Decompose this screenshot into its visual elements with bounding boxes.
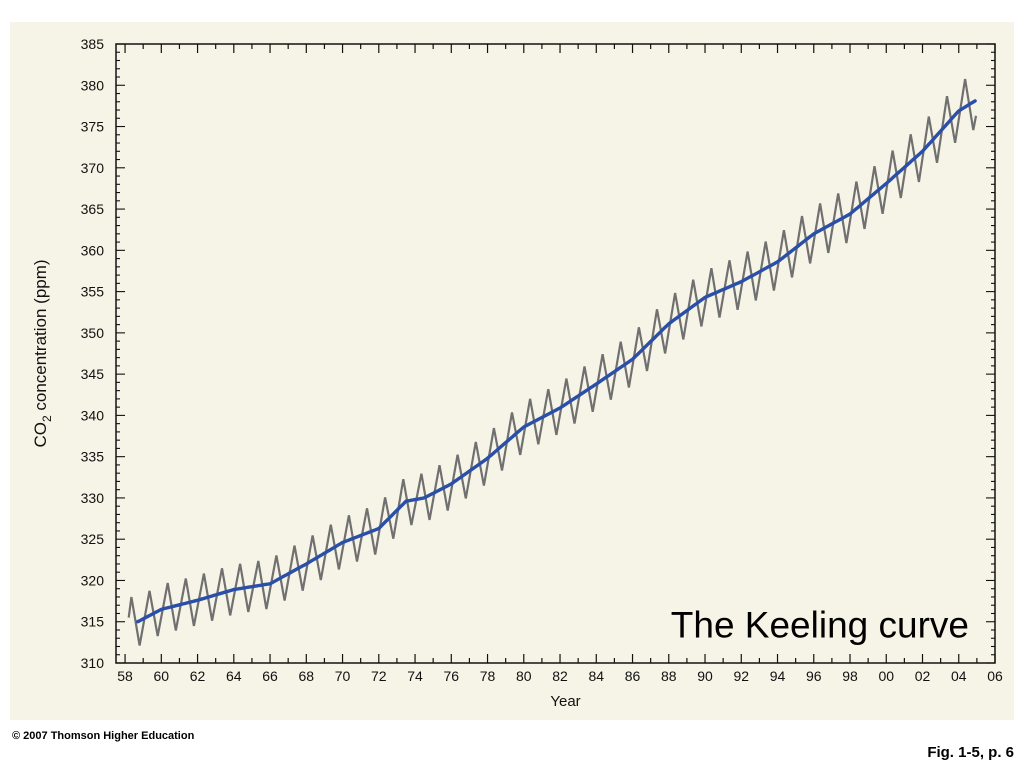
- x-tick-label: 72: [371, 668, 387, 684]
- x-tick-label: 60: [154, 668, 170, 684]
- keeling-chart: 58 60 62 64 66 68 70 72 74 76 78 80 82 84 86 88 90 92 94 96…: [31, 36, 1003, 710]
- y-tick-label: 345: [81, 366, 105, 382]
- y-tick-label: 355: [81, 284, 105, 300]
- y-axis-label-subscript: 2: [40, 415, 54, 422]
- seasonal-series-line: [127, 78, 978, 646]
- y-tick-label: 385: [81, 36, 105, 52]
- x-tick-label: 00: [878, 668, 894, 684]
- y-tick-label: 320: [81, 572, 105, 588]
- x-tick-label: 74: [407, 668, 423, 684]
- x-tick-label: 78: [480, 668, 496, 684]
- x-tick-label: 98: [842, 668, 858, 684]
- y-tick-label: 325: [81, 531, 105, 547]
- x-tick-label: 70: [335, 668, 351, 684]
- x-tick-label: 82: [552, 668, 568, 684]
- y-tick-label: 360: [81, 242, 105, 258]
- x-tick-label: 88: [661, 668, 677, 684]
- trend-series-line: [135, 99, 977, 624]
- y-tick-label: 315: [81, 614, 105, 630]
- x-tick-label: 04: [951, 668, 967, 684]
- x-tick-label: 80: [516, 668, 532, 684]
- series-layer: [127, 78, 978, 646]
- figure-reference: Fig. 1-5, p. 6: [927, 744, 1014, 761]
- x-tick-label: 90: [697, 668, 713, 684]
- chart-panel: 58 60 62 64 66 68 70 72 74 76 78 80 82 84 86 88 90 92 94 96…: [10, 22, 1014, 720]
- x-tick-label: 68: [299, 668, 315, 684]
- x-tick-label: 06: [987, 668, 1003, 684]
- chart-annotation: The Keeling curve: [671, 604, 969, 645]
- y-tick-label: 340: [81, 407, 105, 423]
- x-tick-label: 66: [262, 668, 278, 684]
- x-tick-label: 62: [190, 668, 206, 684]
- x-tick-label: 94: [770, 668, 786, 684]
- y-axis-label-rest: concentration (ppm): [31, 259, 50, 415]
- x-tick-label: 58: [117, 668, 133, 684]
- y-tick-label: 330: [81, 490, 105, 506]
- x-tick-label: 02: [915, 668, 931, 684]
- y-tick-label: 365: [81, 201, 105, 217]
- x-tick-label: 76: [443, 668, 459, 684]
- y-axis-label: CO2 concentration (ppm): [31, 259, 54, 447]
- x-tick-label: 84: [588, 668, 604, 684]
- x-tick-label: 92: [733, 668, 749, 684]
- x-tick-label: 86: [625, 668, 641, 684]
- axis-ticks: [116, 43, 996, 664]
- y-axis-label-main: CO: [31, 422, 50, 448]
- y-tick-label: 375: [81, 119, 105, 135]
- y-tick-label: 335: [81, 449, 105, 465]
- tick-labels: 58 60 62 64 66 68 70 72 74 76 78 80 82 84 86 88 90 92 94 96…: [81, 36, 1003, 684]
- copyright-text: © 2007 Thomson Higher Education: [12, 730, 195, 742]
- y-tick-label: 370: [81, 160, 105, 176]
- plot-frame: [115, 43, 996, 664]
- x-tick-label: 64: [226, 668, 242, 684]
- x-tick-label: 96: [806, 668, 822, 684]
- y-tick-label: 310: [81, 655, 105, 671]
- x-axis-label: Year: [550, 693, 580, 710]
- y-tick-label: 350: [81, 325, 105, 341]
- y-tick-label: 380: [81, 77, 105, 93]
